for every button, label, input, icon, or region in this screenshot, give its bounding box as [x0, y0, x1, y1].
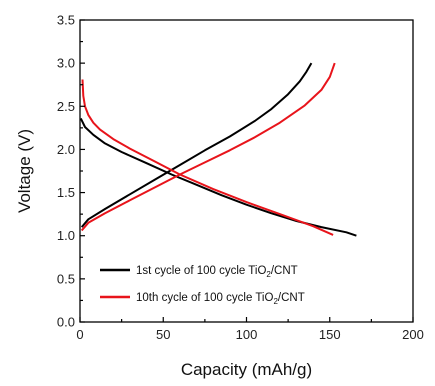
series-1-charge-curve	[80, 62, 336, 232]
y-tick-label: 1.0	[57, 228, 75, 243]
legend-label-prefix: 10th cycle of 100 cycle TiO	[136, 292, 273, 304]
legend-label-subscript: 2	[273, 297, 278, 306]
legend-label-suffix: /CNT	[271, 265, 298, 277]
legend-label-subscript: 2	[266, 270, 271, 279]
x-tick-label: 100	[236, 327, 258, 342]
y-axis-title: Voltage (V)	[15, 129, 34, 213]
legend-label-suffix: /CNT	[278, 292, 305, 304]
y-tick-label: 0.0	[57, 315, 75, 330]
x-tick-label: 150	[319, 327, 341, 342]
y-tick-label: 2.5	[57, 99, 75, 114]
series-0-charge-curve	[80, 62, 313, 228]
legend-label-prefix: 1st cycle of 100 cycle TiO	[136, 265, 266, 277]
legend-label-10th-cycle: 10th cycle of 100 cycle TiO2/CNT	[136, 292, 305, 306]
y-tick-label: 1.5	[57, 185, 75, 200]
y-tick-label: 3.0	[57, 56, 75, 71]
tick-labels-layer: 0 50 100 150 200 0.0 0.5 1.0 1.5 2.0 2.5 3.0 3.5	[57, 13, 424, 343]
x-tick-label: 0	[76, 327, 83, 342]
x-tick-label: 200	[402, 327, 424, 342]
y-tick-label: 0.5	[57, 271, 75, 286]
series-1-discharge-curve	[81, 79, 334, 236]
legend: 1st cycle of 100 cycle TiO2/CNT 10th cyc…	[100, 265, 305, 306]
series-0-discharge-curve	[79, 117, 357, 237]
x-axis-title: Capacity (mAh/g)	[181, 360, 312, 379]
ticks-layer	[79, 19, 414, 323]
x-tick-label: 50	[156, 327, 170, 342]
y-tick-label: 3.5	[57, 13, 75, 28]
legend-label-1st-cycle: 1st cycle of 100 cycle TiO2/CNT	[136, 265, 298, 279]
curves-layer	[79, 62, 357, 237]
y-tick-label: 2.0	[57, 142, 75, 157]
